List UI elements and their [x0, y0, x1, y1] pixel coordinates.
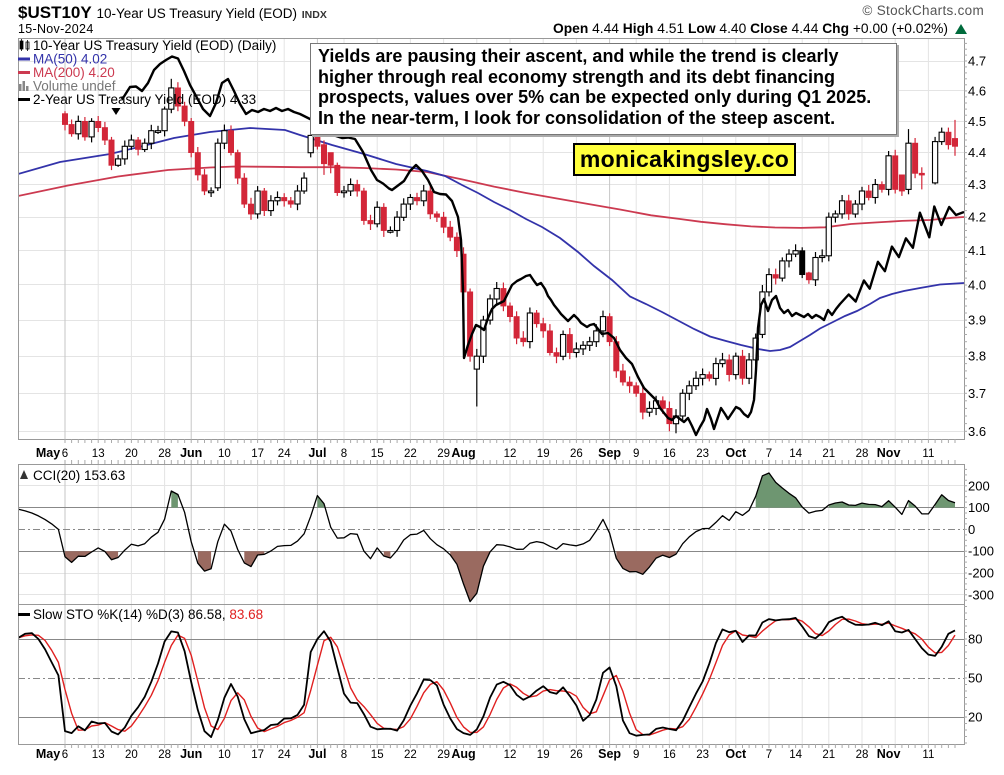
- svg-text:-300: -300: [968, 587, 994, 602]
- svg-text:Nov: Nov: [877, 446, 901, 460]
- svg-text:7: 7: [766, 749, 772, 761]
- svg-text:6: 6: [62, 448, 68, 460]
- svg-text:10-Year US Treasury Yield (EOD: 10-Year US Treasury Yield (EOD) (Daily): [33, 38, 276, 53]
- svg-text:Jun: Jun: [180, 747, 202, 761]
- svg-text:9: 9: [633, 448, 639, 460]
- svg-text:13: 13: [92, 749, 105, 761]
- svg-text:8: 8: [341, 448, 347, 460]
- svg-text:-100: -100: [968, 544, 994, 559]
- svg-text:0: 0: [968, 522, 975, 537]
- svg-text:10: 10: [218, 448, 231, 460]
- svg-text:28: 28: [158, 448, 171, 460]
- svg-text:29: 29: [437, 448, 450, 460]
- svg-text:12: 12: [504, 749, 517, 761]
- svg-text:80: 80: [968, 632, 982, 647]
- svg-text:3.7: 3.7: [968, 386, 986, 401]
- svg-text:MA(200) 4.20: MA(200) 4.20: [33, 65, 115, 80]
- svg-text:22: 22: [404, 749, 417, 761]
- svg-text:6: 6: [62, 749, 68, 761]
- svg-text:4.4: 4.4: [968, 145, 986, 160]
- svg-text:50: 50: [968, 671, 982, 686]
- svg-text:Slow STO %K(14) %D(3) 86.58, 8: Slow STO %K(14) %D(3) 86.58, 83.68: [33, 607, 263, 622]
- svg-text:Jul: Jul: [308, 446, 326, 460]
- svg-text:200: 200: [968, 478, 990, 493]
- svg-text:17: 17: [251, 448, 264, 460]
- svg-text:7: 7: [766, 448, 772, 460]
- svg-text:10: 10: [218, 749, 231, 761]
- svg-text:15: 15: [371, 749, 384, 761]
- svg-text:28: 28: [158, 749, 171, 761]
- svg-text:22: 22: [404, 448, 417, 460]
- svg-text:20: 20: [125, 749, 138, 761]
- svg-text:26: 26: [570, 448, 583, 460]
- svg-text:14: 14: [789, 749, 802, 761]
- svg-text:3.8: 3.8: [968, 349, 986, 364]
- svg-text:Aug: Aug: [451, 747, 475, 761]
- svg-text:Jul: Jul: [308, 747, 326, 761]
- svg-text:Jun: Jun: [180, 446, 202, 460]
- svg-text:15: 15: [371, 448, 384, 460]
- svg-text:16: 16: [663, 749, 676, 761]
- svg-text:19: 19: [537, 749, 550, 761]
- svg-text:13: 13: [92, 448, 105, 460]
- svg-text:29: 29: [437, 749, 450, 761]
- svg-text:Oct: Oct: [725, 747, 747, 761]
- svg-text:11: 11: [922, 749, 934, 761]
- svg-text:4.0: 4.0: [968, 278, 986, 293]
- svg-text:21: 21: [822, 749, 835, 761]
- svg-text:4.3: 4.3: [968, 177, 986, 192]
- svg-text:CCI(20) 153.63: CCI(20) 153.63: [33, 468, 125, 483]
- svg-text:-200: -200: [968, 566, 994, 581]
- svg-text:MA(50) 4.02: MA(50) 4.02: [33, 52, 107, 67]
- svg-text:12: 12: [504, 448, 517, 460]
- svg-text:4.5: 4.5: [968, 114, 986, 129]
- svg-text:Oct: Oct: [725, 446, 747, 460]
- svg-text:28: 28: [856, 448, 869, 460]
- svg-text:24: 24: [278, 448, 291, 460]
- svg-text:Sep: Sep: [598, 446, 621, 460]
- svg-text:May: May: [36, 446, 60, 460]
- svg-text:4.2: 4.2: [968, 210, 986, 225]
- svg-text:May: May: [36, 747, 60, 761]
- svg-text:23: 23: [696, 749, 709, 761]
- svg-text:Sep: Sep: [598, 747, 621, 761]
- svg-text:19: 19: [537, 448, 550, 460]
- svg-text:9: 9: [633, 749, 639, 761]
- svg-text:3.6: 3.6: [968, 424, 986, 439]
- svg-text:3.9: 3.9: [968, 313, 986, 328]
- svg-text:16: 16: [663, 448, 676, 460]
- svg-text:20: 20: [125, 448, 138, 460]
- svg-text:23: 23: [696, 448, 709, 460]
- svg-text:2-Year US Treasury Yield (EOD): 2-Year US Treasury Yield (EOD) 4.33: [33, 92, 256, 107]
- svg-text:4.6: 4.6: [968, 83, 986, 98]
- svg-text:14: 14: [789, 448, 802, 460]
- svg-text:100: 100: [968, 500, 990, 515]
- svg-text:Volume undef: Volume undef: [33, 79, 116, 94]
- svg-text:21: 21: [822, 448, 835, 460]
- svg-text:11: 11: [922, 448, 934, 460]
- svg-text:4.1: 4.1: [968, 243, 986, 258]
- svg-text:Nov: Nov: [877, 747, 901, 761]
- svg-text:26: 26: [570, 749, 583, 761]
- svg-text:8: 8: [341, 749, 347, 761]
- svg-text:28: 28: [856, 749, 869, 761]
- svg-text:20: 20: [968, 710, 982, 725]
- svg-text:4.7: 4.7: [968, 54, 986, 69]
- svg-text:17: 17: [251, 749, 264, 761]
- svg-text:Aug: Aug: [451, 446, 475, 460]
- svg-text:24: 24: [278, 749, 291, 761]
